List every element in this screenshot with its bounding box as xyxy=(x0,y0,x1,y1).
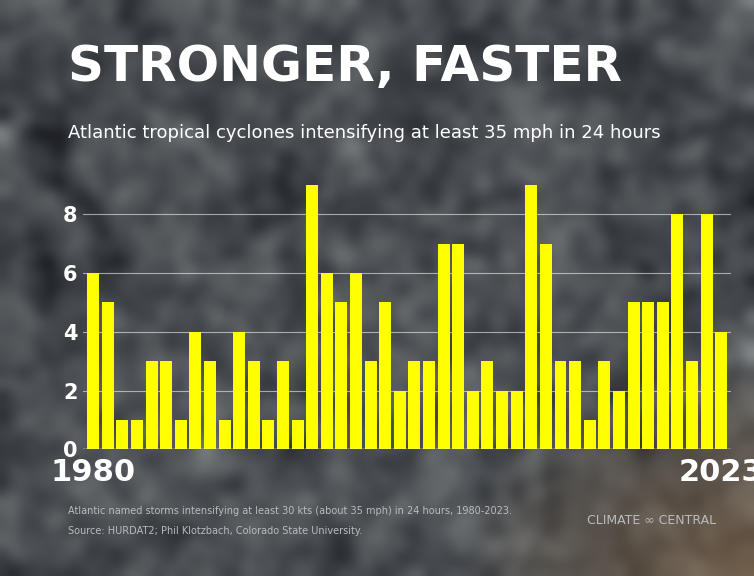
Bar xyxy=(409,361,421,449)
Bar xyxy=(160,361,172,449)
Bar xyxy=(248,361,260,449)
Bar xyxy=(452,244,464,449)
Bar xyxy=(510,391,523,449)
Bar xyxy=(262,420,274,449)
Bar xyxy=(613,391,625,449)
Bar xyxy=(700,214,713,449)
Bar xyxy=(671,214,683,449)
Bar xyxy=(540,244,552,449)
Bar xyxy=(233,332,245,449)
Bar xyxy=(686,361,698,449)
Bar xyxy=(715,332,727,449)
Bar xyxy=(657,302,669,449)
Text: Atlantic named storms intensifying at least 30 kts (about 35 mph) in 24 hours, 1: Atlantic named storms intensifying at le… xyxy=(68,506,512,516)
Bar xyxy=(599,361,610,449)
Bar xyxy=(175,420,187,449)
Bar xyxy=(131,420,143,449)
Bar xyxy=(379,302,391,449)
Bar xyxy=(204,361,216,449)
Bar xyxy=(423,361,435,449)
Bar xyxy=(87,273,99,449)
Bar xyxy=(116,420,128,449)
Text: CLIMATE ∞ CENTRAL: CLIMATE ∞ CENTRAL xyxy=(587,514,716,527)
Bar xyxy=(467,391,479,449)
Bar xyxy=(321,273,333,449)
Bar xyxy=(394,391,406,449)
Bar xyxy=(292,420,304,449)
Bar xyxy=(102,302,114,449)
Bar xyxy=(306,185,318,449)
Text: Atlantic tropical cyclones intensifying at least 35 mph in 24 hours: Atlantic tropical cyclones intensifying … xyxy=(68,124,661,142)
Bar xyxy=(437,244,449,449)
Bar xyxy=(642,302,654,449)
Bar xyxy=(554,361,566,449)
Bar xyxy=(146,361,158,449)
Bar xyxy=(350,273,362,449)
Bar xyxy=(336,302,348,449)
Text: Source: HURDAT2; Phil Klotzbach, Colorado State University.: Source: HURDAT2; Phil Klotzbach, Colorad… xyxy=(68,526,362,536)
Bar xyxy=(277,361,289,449)
Bar xyxy=(219,420,231,449)
Bar xyxy=(482,361,493,449)
Bar xyxy=(627,302,639,449)
Bar xyxy=(526,185,538,449)
Text: STRONGER, FASTER: STRONGER, FASTER xyxy=(68,43,622,91)
Bar xyxy=(569,361,581,449)
Bar xyxy=(584,420,596,449)
Bar xyxy=(365,361,377,449)
Bar xyxy=(189,332,201,449)
Bar xyxy=(496,391,508,449)
